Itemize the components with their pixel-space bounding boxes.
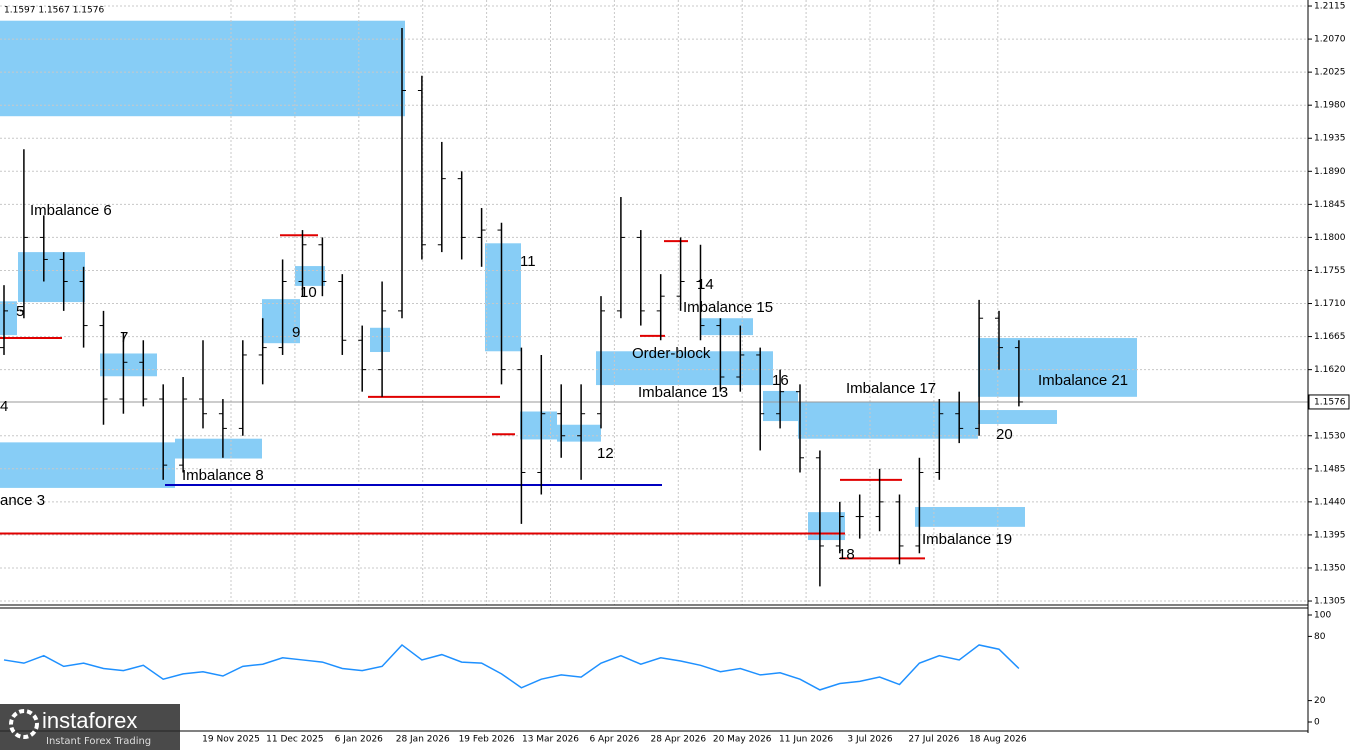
annotation: 7 (120, 329, 128, 346)
annotation: Imbalance 19 (922, 531, 1012, 548)
annotation: Imbalance 13 (638, 384, 728, 401)
y-tick-label: 1.1800 (1314, 233, 1346, 243)
zone (0, 442, 175, 488)
y-tick-label: 1.1980 (1314, 101, 1346, 111)
zone (915, 507, 1025, 527)
x-tick-label: 19 Feb 2026 (459, 735, 515, 745)
annotation: 4 (0, 398, 8, 415)
y-tick-label: 1.1305 (1314, 597, 1346, 607)
osc-tick-label: 20 (1314, 696, 1326, 706)
zone (485, 243, 521, 352)
annotation: Imbalance 21 (1038, 372, 1128, 389)
zone (557, 424, 601, 442)
annotation: Imbalance 17 (846, 380, 936, 397)
oscillator-line (3, 643, 1020, 691)
x-tick-label: 11 Jun 2026 (779, 735, 833, 745)
annotation: 20 (996, 426, 1013, 443)
zone (0, 20, 405, 117)
y-tick-label: 1.1665 (1314, 332, 1346, 342)
zone (978, 338, 1137, 397)
annotation: 10 (300, 284, 317, 301)
y-tick-label: 1.1935 (1314, 134, 1346, 144)
y-tick-label: 1.1620 (1314, 365, 1346, 375)
y-tick-label: 1.2025 (1314, 68, 1346, 78)
logo-text: instaforex (42, 708, 137, 733)
annotation: 14 (697, 276, 714, 293)
x-tick-label: 20 May 2026 (713, 735, 772, 745)
y-tick-label: 1.2070 (1314, 35, 1346, 45)
y-tick-label: 1.2115 (1314, 2, 1346, 12)
zone (262, 299, 300, 344)
x-tick-label: 6 Apr 2026 (589, 735, 639, 745)
grid (0, 0, 1308, 605)
y-tick-label: 1.1395 (1314, 530, 1346, 540)
y-tick-label: 1.1350 (1314, 563, 1346, 573)
annotation: ance 3 (0, 492, 45, 509)
osc-tick-label: 80 (1314, 632, 1326, 642)
zone (808, 512, 845, 541)
annotation: 18 (838, 546, 855, 563)
current-price-box (1308, 394, 1350, 410)
y-tick-label: 1.1440 (1314, 497, 1346, 507)
y-tick-label: 1.1755 (1314, 266, 1346, 276)
annotation: Order-block (632, 345, 711, 362)
current-price-label: 1.1576 (1314, 397, 1346, 407)
annotation: 5 (16, 303, 24, 320)
logo-icon (9, 709, 39, 739)
annotation: 11 (520, 253, 536, 270)
annotation: Imbalance 8 (182, 467, 264, 484)
zones (0, 20, 1137, 541)
annotation: 12 (597, 445, 614, 462)
logo: instaforex Instant Forex Trading (0, 704, 180, 750)
zone (798, 401, 978, 439)
osc-tick-label: 100 (1314, 611, 1331, 621)
zone (295, 266, 325, 286)
osc-tick-label: 0 (1314, 718, 1320, 728)
zone (0, 301, 17, 336)
zone (596, 351, 773, 386)
bars (0, 28, 1023, 587)
annotation: Imbalance 6 (30, 202, 112, 219)
zone (968, 410, 1057, 424)
y-tick-label: 1.1710 (1314, 299, 1346, 309)
price-header: 1.1597 1.1567 1.1576 (4, 6, 104, 16)
zone (520, 411, 557, 440)
x-tick-label: 19 Nov 2025 (202, 735, 260, 745)
x-tick-label: 13 Mar 2026 (522, 735, 579, 745)
y-tick-label: 1.1890 (1314, 167, 1346, 177)
annotation: 16 (772, 372, 789, 389)
x-tick-label: 11 Dec 2025 (266, 735, 324, 745)
y-tick-label: 1.1845 (1314, 200, 1346, 210)
x-tick-label: 28 Apr 2026 (650, 735, 706, 745)
x-tick-label: 18 Aug 2026 (969, 735, 1027, 745)
zone (700, 318, 753, 336)
logo-tagline: Instant Forex Trading (46, 736, 151, 747)
zone (175, 438, 262, 459)
levels (0, 234, 1308, 560)
x-tick-label: 28 Jan 2026 (396, 735, 450, 745)
x-tick-label: 6 Jan 2026 (335, 735, 383, 745)
axes (0, 0, 1312, 733)
zone (370, 327, 390, 353)
x-tick-label: 27 Jul 2026 (908, 735, 959, 745)
annotations: Imbalance 6 5 7 ance 3 4 9 10 Imbalance 8 11 12 14… (0, 202, 1128, 563)
x-tick-label: 3 Jul 2026 (847, 735, 892, 745)
zone (18, 252, 85, 303)
zone (100, 353, 157, 377)
y-tick-label: 1.1530 (1314, 431, 1346, 441)
y-tick-label: 1.1485 (1314, 464, 1346, 474)
annotation: 9 (292, 324, 300, 341)
annotation: Imbalance 15 (683, 299, 773, 316)
